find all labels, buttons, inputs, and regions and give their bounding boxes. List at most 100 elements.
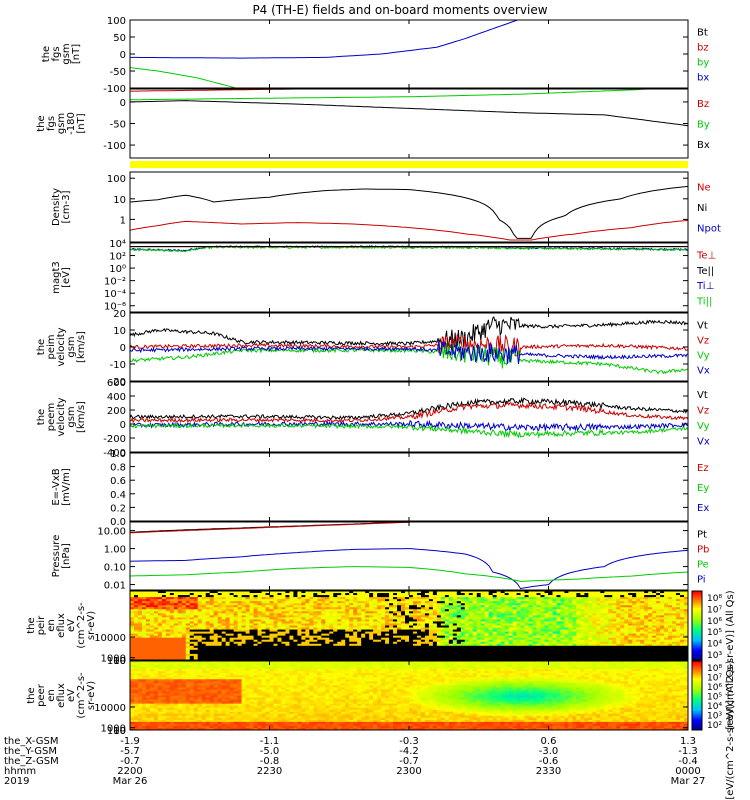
y-tick-label: 10⁻⁴ (104, 289, 126, 300)
legend-entry: Pe (697, 560, 709, 571)
y-tick-label: 0 (120, 98, 126, 109)
legend: Vt Vz Vy Vx (697, 321, 710, 377)
y-tick-label: 10 (113, 656, 126, 667)
y-tick-label: 600 (107, 378, 126, 389)
xaxis-tick-label: 2230 (257, 766, 282, 777)
legend-entry: Bt (697, 28, 708, 39)
y-tick-label: 10000 (94, 703, 126, 714)
y-axis-label: peir (36, 615, 47, 635)
legend-entry: Ni (697, 203, 707, 214)
legend-entry: Vx (697, 366, 710, 377)
legend: Pt Pb Pe Pi (697, 530, 709, 586)
legend-entry: Bz (697, 99, 709, 110)
xaxis-tick-label: 0000 (675, 766, 700, 777)
colorbar-tick-label: 10⁴ (707, 640, 722, 650)
panel-e-field: Ez Ey Ex 1.0 0.8 0.6 0.4 0.2 0.0 E=-VxB [mV/m] (51, 449, 709, 528)
legend-entry: Vy (697, 421, 710, 432)
y-tick-label: 0.4 (110, 490, 126, 501)
y-tick-label: 0.01 (104, 581, 126, 592)
y-axis-label: gsm (66, 406, 77, 427)
y-axis-label: the (36, 409, 47, 425)
y-axis-label: peim (46, 334, 57, 359)
y-tick-label: 100 (107, 726, 126, 737)
legend-entry: Te⊥ (696, 251, 716, 262)
panel-density: Ne Ni Npot 100 10 1 Density [cm-3] (51, 171, 721, 243)
y-tick-label: 10⁻⁶ (104, 302, 126, 313)
colorbar-tick-label: 10⁶ (707, 617, 722, 627)
y-axis-label: [nT] (76, 113, 87, 133)
y-axis-label: (cm^2-s- (76, 602, 87, 649)
xaxis-tick-label: -1.9 (120, 736, 140, 747)
series-line-green (130, 67, 235, 88)
series-group (130, 522, 688, 590)
y-tick-label: 0.0 (110, 517, 126, 528)
legend-entry: Vz (697, 405, 709, 416)
panel-frame (129, 242, 689, 313)
xaxis-tick-label: -4.2 (399, 746, 419, 757)
y-tick-label: 10⁴ (109, 239, 126, 250)
legend-entry: Te|| (696, 266, 714, 277)
xaxis-tick-label: -5.0 (260, 746, 280, 757)
y-tick-label: 0 (120, 420, 126, 431)
xaxis-tick-label: -1.3 (678, 746, 698, 757)
y-tick-label: 100 (107, 16, 126, 27)
y-axis-label: [cm-3] (61, 190, 72, 223)
y-tick-label: 100 (107, 656, 126, 667)
y-axis-label: eV (66, 619, 77, 632)
spectrogram-cells (130, 661, 689, 731)
colorbar-tick-label: 10⁴ (707, 702, 722, 712)
y-axis-label: gsm (66, 336, 77, 357)
y-axis-label: fgs (51, 46, 62, 61)
legend-entry: Ez (697, 463, 709, 474)
y-tick-label: -20 (110, 377, 126, 388)
series-line-green (130, 89, 657, 101)
y-axis-label: the (41, 46, 52, 62)
legend-entry: Pi (697, 575, 706, 586)
colorbar-tick-label: 10⁷ (707, 605, 722, 615)
y-tick-label: 1.00 (104, 545, 126, 556)
y-axis-label: eflux (56, 613, 67, 638)
y-tick-label: 0.8 (110, 463, 126, 474)
y-tick-label: 10 (113, 726, 126, 737)
y-tick-label: 0.10 (104, 563, 126, 574)
panel-frame (129, 171, 689, 243)
series-line-green (130, 343, 688, 375)
series-group (130, 396, 688, 439)
legend-entry: bx (697, 73, 709, 84)
y-axis-label: [eV] (61, 267, 72, 288)
series-line-blue (130, 548, 688, 590)
y-axis-label: [mV/m] (61, 468, 72, 506)
colorbar-tick-label: 10⁸ (707, 664, 722, 674)
y-tick-label: 100 (107, 174, 126, 185)
series-line-black (130, 396, 688, 420)
colorbar-label: [eV/(cm^2-s-sr-eV)] (All Qs) (725, 590, 736, 729)
xaxis-row-label: the_X-GSM (4, 736, 58, 747)
figure-title: P4 (TH-E) fields and on-board moments ov… (252, 3, 547, 17)
y-axis-label: peem (46, 403, 57, 431)
legend: Vt Vz Vy Vx (697, 390, 710, 448)
y-tick-label: 0 (120, 343, 126, 354)
legend-entry: Vt (697, 390, 708, 401)
panel-fgs-gsm-180: Bz By Bx -100 -50 0 the fgs gsm -180 [nT] (36, 88, 710, 159)
xaxis-row-label: the_Z-GSM (4, 756, 59, 767)
y-axis-label: en (46, 619, 57, 632)
xaxis-tick-label: -0.6 (539, 756, 559, 767)
y-axis-label: gsm (56, 113, 67, 134)
y-axis-label: -180 (66, 112, 77, 135)
y-axis-label: the (36, 115, 47, 131)
legend-entry: Pt (697, 530, 707, 541)
xaxis-tick-label: 2300 (396, 766, 421, 777)
legend-entry: Ti|| (696, 296, 712, 307)
spectrogram-cells (130, 591, 689, 661)
colorbar-tick-label: 10³ (707, 651, 722, 661)
y-tick-label: -10 (110, 360, 126, 371)
y-tick-label: 20 (113, 309, 126, 320)
series-line-green (130, 422, 688, 439)
legend-entry: by (697, 58, 709, 69)
y-axis-label: peer (36, 683, 47, 707)
xaxis-tick-label: 1.3 (680, 736, 696, 747)
series-line-red (130, 334, 688, 357)
legend-entry: Bx (697, 140, 710, 151)
